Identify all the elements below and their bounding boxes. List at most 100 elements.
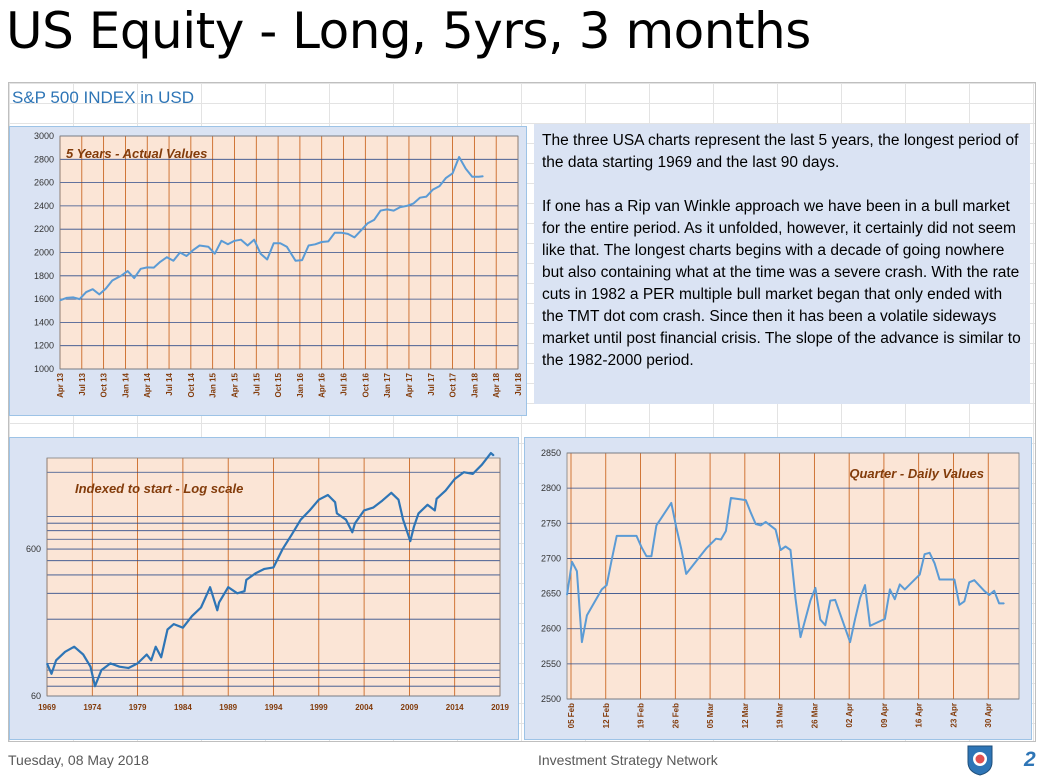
slide-title: US Equity - Long, 5yrs, 3 months [6,2,811,60]
y-tick-label: 2400 [34,201,54,211]
data-point [236,592,238,594]
y-tick-label: 2600 [541,624,561,634]
data-point [390,492,392,494]
y-tick-label: 2800 [541,483,561,493]
data-point [794,597,797,600]
data-point [109,662,111,664]
data-point [85,291,87,293]
data-point [334,232,336,234]
data-point [606,584,608,586]
five-year-chart: Apr 13 Jul 13 Oct 13 Jan 14 Apr 14 Jul 14 Oct … [9,126,527,416]
data-point [72,296,74,298]
data-point [438,185,441,187]
data-point [286,246,288,248]
data-point [82,653,84,656]
data-point [227,586,229,588]
data-point [354,522,356,524]
data-point [463,471,465,473]
data-point [336,512,338,514]
data-point [159,261,161,263]
chart-title: Quarter - Daily Values [849,466,984,481]
data-point [46,662,48,664]
data-point [59,299,61,301]
data-point [432,189,434,191]
x-tick-label: Apr 17 [405,372,414,397]
y-tick-label: 2850 [541,448,561,458]
data-point [425,196,427,198]
data-point [566,594,568,596]
data-point [472,473,474,475]
x-tick-label: 12 Mar [741,703,750,728]
quarter-daily-chart-svg: 05 Feb 12 Feb 19 Feb 26 Feb 05 Mar 12 Mar 19 M… [541,448,1020,728]
data-point [968,581,970,583]
data-point [182,627,184,629]
data-point [655,524,657,526]
data-point [393,210,395,212]
data-point [243,590,246,592]
data-point [146,653,148,656]
data-point [98,293,100,295]
data-point [445,490,447,492]
data-point [363,509,365,511]
data-point [360,229,362,231]
data-point [454,478,456,480]
data-point [253,239,255,241]
data-point [710,543,712,545]
data-point [179,251,181,254]
plot-border [59,135,519,370]
quarter-daily-chart: 05 Feb 12 Feb 19 Feb 26 Feb 05 Mar 12 Mar 19 M… [524,437,1032,740]
data-point [426,504,429,506]
data-point [409,540,411,542]
data-point [493,454,495,457]
data-point [92,288,94,290]
data-point [227,243,229,245]
data-point [973,579,975,581]
data-point [381,500,383,502]
data-point [100,669,102,671]
data-point [220,240,222,242]
data-point [581,641,583,643]
x-tick-label: Jan 14 [121,372,130,397]
data-point [118,666,121,668]
data-point [218,601,220,603]
x-tick-label: 1969 [38,703,56,712]
data-point [458,156,460,158]
data-point [172,260,174,262]
data-point [300,519,302,521]
data-point [291,534,293,536]
data-point [214,253,216,255]
data-point [240,239,242,241]
data-point [824,624,826,626]
data-point [434,509,436,511]
series-line [45,452,495,688]
data-point [725,530,727,532]
data-point [216,609,218,611]
data-point [155,646,157,648]
data-point [199,244,201,247]
data-point [849,641,851,643]
data-point [301,259,303,261]
data-point [380,210,382,212]
data-point [884,618,886,620]
data-point [173,623,175,625]
data-point [373,219,375,221]
x-tick-label: Jul 14 [165,372,174,395]
data-point [465,168,467,170]
x-tick-label: 2019 [491,703,509,712]
data-point [730,497,732,499]
data-point [998,602,1000,604]
data-point [958,604,960,606]
data-point [209,586,211,588]
data-point [611,559,613,561]
x-tick-label: 19 Mar [776,703,785,728]
data-point [65,297,68,299]
commentary-paragraph-2: If one has a Rip van Winkle approach we … [542,198,1021,369]
data-point [635,535,638,537]
data-point [366,222,369,224]
y-tick-label: 60 [31,691,41,701]
data-point [963,600,965,602]
data-point [784,545,787,548]
data-point [347,233,349,235]
data-point [397,499,400,501]
data-point [64,651,66,653]
